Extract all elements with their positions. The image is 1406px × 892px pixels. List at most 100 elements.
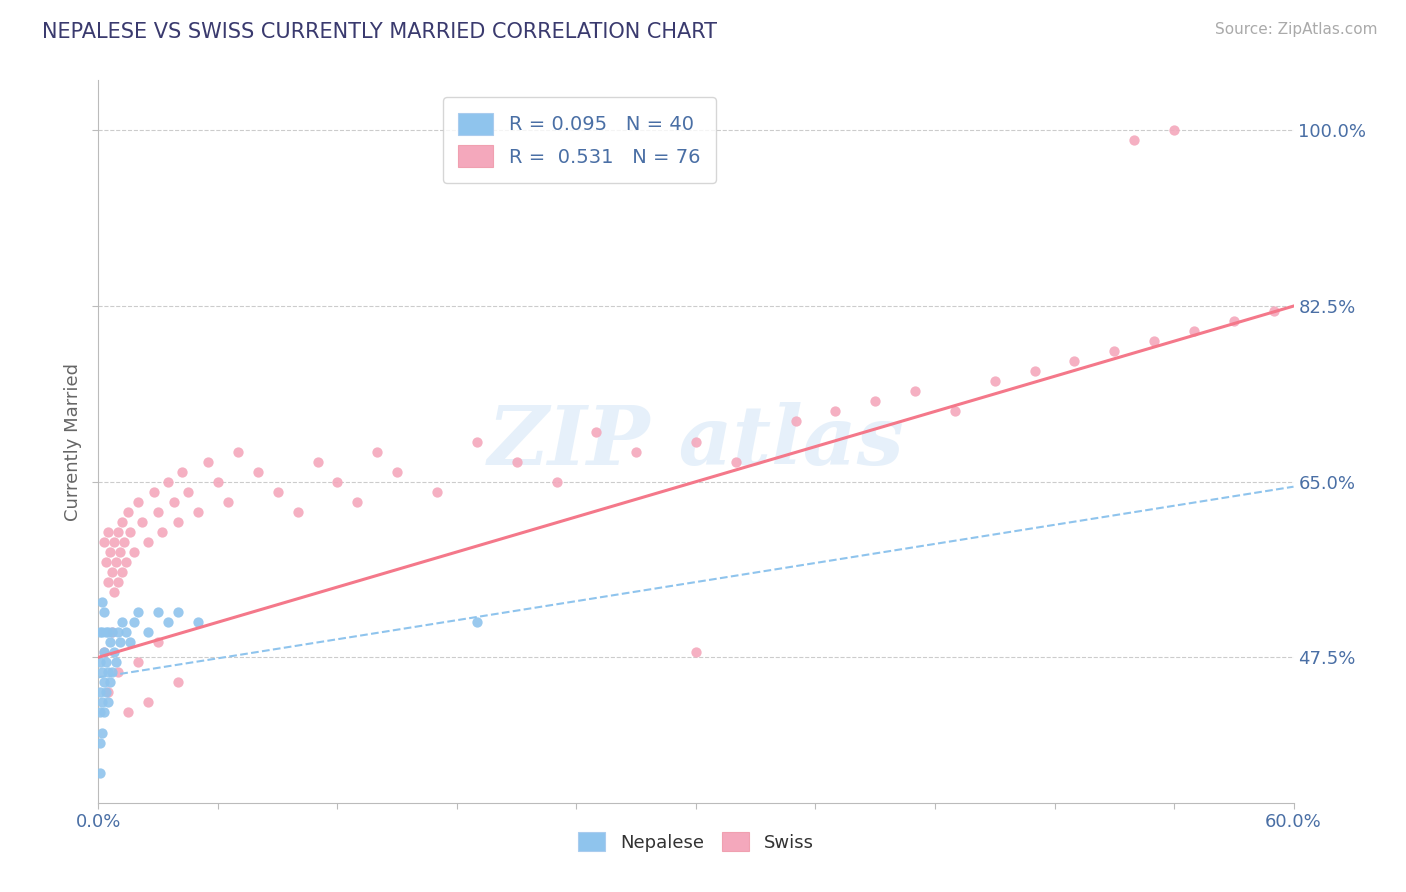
Point (1063, 354, 1085, 368)
Point (98, 545, 122, 559)
Point (105, 555, 128, 569)
Point (187, 615, 209, 630)
Point (326, 475, 349, 489)
Point (103, 534, 125, 549)
Point (98, 675, 122, 690)
Point (865, 394, 887, 409)
Point (97, 665, 120, 680)
Point (626, 444, 648, 458)
Point (143, 484, 166, 499)
Point (307, 454, 329, 468)
Point (197, 454, 219, 468)
Point (366, 444, 388, 458)
Point (101, 565, 124, 579)
Point (1123, 133, 1146, 147)
Point (111, 615, 134, 630)
Point (685, 645, 707, 659)
Point (148, 635, 170, 649)
Point (136, 534, 159, 549)
Point (97, 524, 120, 539)
Point (685, 434, 707, 449)
Point (103, 645, 125, 659)
Point (89, 765, 111, 780)
Point (124, 615, 146, 630)
Point (120, 524, 142, 539)
Text: ZIP atlas: ZIP atlas (488, 401, 904, 482)
Point (93, 645, 115, 659)
Point (117, 706, 139, 720)
Point (1143, 334, 1166, 348)
Point (1223, 314, 1246, 328)
Point (107, 574, 129, 589)
Point (217, 494, 239, 508)
Point (148, 605, 170, 619)
Point (111, 515, 134, 529)
Point (187, 505, 209, 519)
Point (127, 494, 149, 508)
Point (120, 635, 142, 649)
Point (1104, 344, 1126, 359)
Point (984, 374, 1007, 388)
Point (107, 524, 129, 539)
Point (465, 615, 488, 630)
Point (89, 685, 111, 699)
Point (136, 625, 159, 640)
Point (96, 625, 118, 640)
Point (97, 696, 120, 710)
Point (287, 505, 309, 519)
Point (246, 465, 269, 479)
Point (157, 615, 180, 630)
Point (107, 625, 129, 640)
Point (93, 534, 115, 549)
Point (167, 515, 190, 529)
Point (110, 545, 132, 559)
Point (93, 645, 115, 659)
Point (89, 655, 111, 669)
Point (101, 625, 124, 640)
Point (89, 625, 111, 640)
Point (136, 696, 159, 710)
Point (96, 685, 118, 699)
Point (107, 665, 129, 680)
Text: Source: ZipAtlas.com: Source: ZipAtlas.com (1215, 22, 1378, 37)
Point (105, 655, 128, 669)
Point (112, 534, 135, 549)
Y-axis label: Currently Married: Currently Married (65, 362, 83, 521)
Point (177, 484, 200, 499)
Point (1163, 123, 1185, 137)
Point (101, 665, 124, 680)
Point (96, 655, 118, 669)
Point (96, 555, 118, 569)
Point (157, 475, 180, 489)
Point (506, 454, 529, 468)
Point (385, 465, 409, 479)
Point (267, 484, 290, 499)
Point (585, 425, 607, 439)
Point (1263, 304, 1285, 318)
Point (167, 675, 190, 690)
Point (163, 494, 186, 508)
Point (824, 404, 846, 418)
Point (115, 625, 138, 640)
Point (207, 475, 229, 489)
Point (904, 384, 927, 399)
Point (97, 685, 120, 699)
Point (124, 545, 146, 559)
Point (148, 505, 170, 519)
Point (93, 706, 115, 720)
Point (131, 515, 153, 529)
Point (724, 454, 747, 468)
Point (127, 605, 149, 619)
Point (943, 404, 966, 418)
Point (97, 574, 120, 589)
Point (115, 555, 138, 569)
Point (98, 635, 122, 649)
Point (91, 625, 114, 640)
Point (117, 505, 139, 519)
Point (426, 484, 449, 499)
Point (97, 625, 120, 640)
Point (91, 665, 114, 680)
Point (1024, 364, 1046, 378)
Point (89, 735, 111, 749)
Point (103, 585, 125, 599)
